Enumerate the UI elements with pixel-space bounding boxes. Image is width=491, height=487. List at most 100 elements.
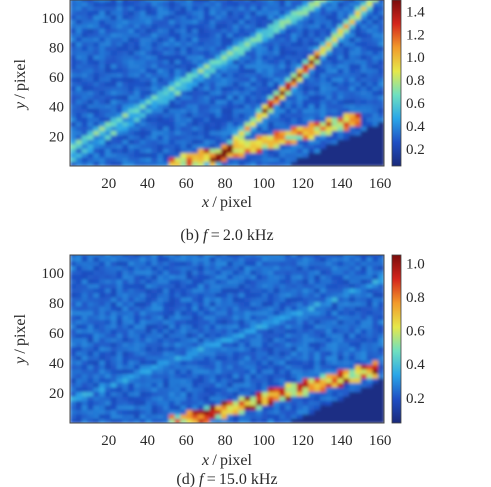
heatmap-cell (157, 1, 164, 7)
heatmap-cell (110, 125, 118, 131)
heatmap-cell (93, 387, 100, 393)
heatmap-cell (133, 59, 141, 65)
heatmap-cell (314, 301, 321, 307)
heatmap-cell (163, 378, 170, 384)
heatmap-cell (290, 265, 298, 271)
heatmap-cell (337, 5, 344, 11)
heatmap-cell (70, 134, 77, 140)
heatmap-cell (360, 139, 368, 145)
colorbar-tick-label: 0.6 (406, 96, 425, 112)
heatmap-cell (360, 1, 368, 7)
heatmap-cell (93, 19, 100, 25)
heatmap-cell (192, 63, 199, 69)
x-tick-label: 160 (369, 433, 392, 449)
heatmap-cell (227, 396, 234, 402)
heatmap-cell (285, 255, 292, 258)
heatmap-cell (180, 292, 187, 298)
heatmap-cell (168, 112, 176, 118)
heatmap-cell (308, 360, 315, 366)
heatmap-cell (320, 333, 327, 339)
heatmap-cell (151, 292, 158, 298)
heatmap-cell (320, 265, 327, 271)
heatmap-cell (116, 157, 123, 163)
heatmap-cell (302, 288, 309, 294)
heatmap-cell (273, 319, 280, 325)
heatmap-cell (325, 396, 333, 402)
heatmap-cell (221, 333, 228, 339)
heatmap-cell (343, 77, 350, 83)
heatmap-cell (163, 288, 170, 294)
heatmap-cell (296, 396, 304, 402)
heatmap-cell (337, 414, 344, 420)
heatmap-cell (302, 292, 309, 298)
heatmap-cell (250, 337, 257, 343)
heatmap-cell (221, 77, 228, 83)
heatmap-cell (70, 125, 77, 131)
heatmap-cell (261, 396, 269, 402)
heatmap-cell (290, 85, 298, 91)
heatmap-cell (81, 265, 89, 271)
heatmap-cell (279, 45, 286, 51)
heatmap-cell (139, 108, 147, 114)
heatmap-cell (273, 292, 280, 298)
heatmap-cell (302, 382, 309, 388)
heatmap-cell (145, 94, 152, 100)
heatmap-cell (128, 279, 135, 285)
heatmap-cell (360, 409, 368, 415)
heatmap-cell (302, 5, 309, 11)
colorbar-tick-label: 0.2 (406, 142, 425, 158)
heatmap-cell (331, 414, 339, 420)
heatmap-cell (372, 148, 379, 154)
heatmap-cell (325, 37, 333, 43)
heatmap-cell (285, 99, 292, 105)
heatmap-cell (232, 23, 240, 29)
heatmap-cell (267, 125, 275, 131)
heatmap-cell (261, 72, 269, 78)
heatmap-cell (87, 369, 94, 375)
heatmap-cell (174, 161, 182, 166)
heatmap-cell (337, 409, 344, 415)
heatmap-cell (116, 265, 123, 271)
heatmap-cell (186, 378, 193, 384)
heatmap-cell (168, 28, 176, 34)
heatmap-cell (232, 54, 240, 60)
heatmap-cell (145, 279, 152, 285)
heatmap-cell (349, 333, 356, 339)
heatmap-cell (250, 28, 257, 34)
heatmap-cell (372, 418, 379, 423)
heatmap-cell (203, 346, 211, 352)
heatmap-cell (192, 319, 199, 325)
heatmap-cell (273, 37, 280, 43)
heatmap-cell (337, 301, 344, 307)
heatmap-cell (174, 112, 182, 118)
heatmap-cell (145, 378, 152, 384)
heatmap-cell (168, 103, 176, 109)
heatmap-cell (244, 90, 251, 96)
heatmap-cell (296, 418, 304, 423)
heatmap-cell (256, 121, 263, 127)
heatmap-cell (174, 28, 182, 34)
heatmap-cell (279, 297, 286, 303)
heatmap-cell (93, 23, 100, 29)
heatmap-cell (325, 10, 333, 16)
heatmap-cell (227, 418, 234, 423)
heatmap-cell (151, 414, 158, 420)
heatmap-cell (110, 94, 118, 100)
heatmap-cell (116, 400, 123, 406)
heatmap-cell (203, 37, 211, 43)
heatmap-cell (325, 310, 333, 316)
heatmap-cell (273, 255, 280, 258)
heatmap-cell (279, 1, 286, 7)
heatmap-cell (290, 77, 298, 83)
heatmap-cell (157, 14, 164, 20)
heatmap-cell (227, 19, 234, 25)
heatmap-cell (308, 265, 315, 271)
heatmap-cell (70, 396, 77, 402)
heatmap-cell (110, 255, 118, 258)
heatmap-cell (87, 117, 94, 123)
heatmap-cell (75, 139, 83, 145)
heatmap-cell (128, 19, 135, 25)
heatmap-cell (238, 121, 246, 127)
heatmap-cell (227, 90, 234, 96)
